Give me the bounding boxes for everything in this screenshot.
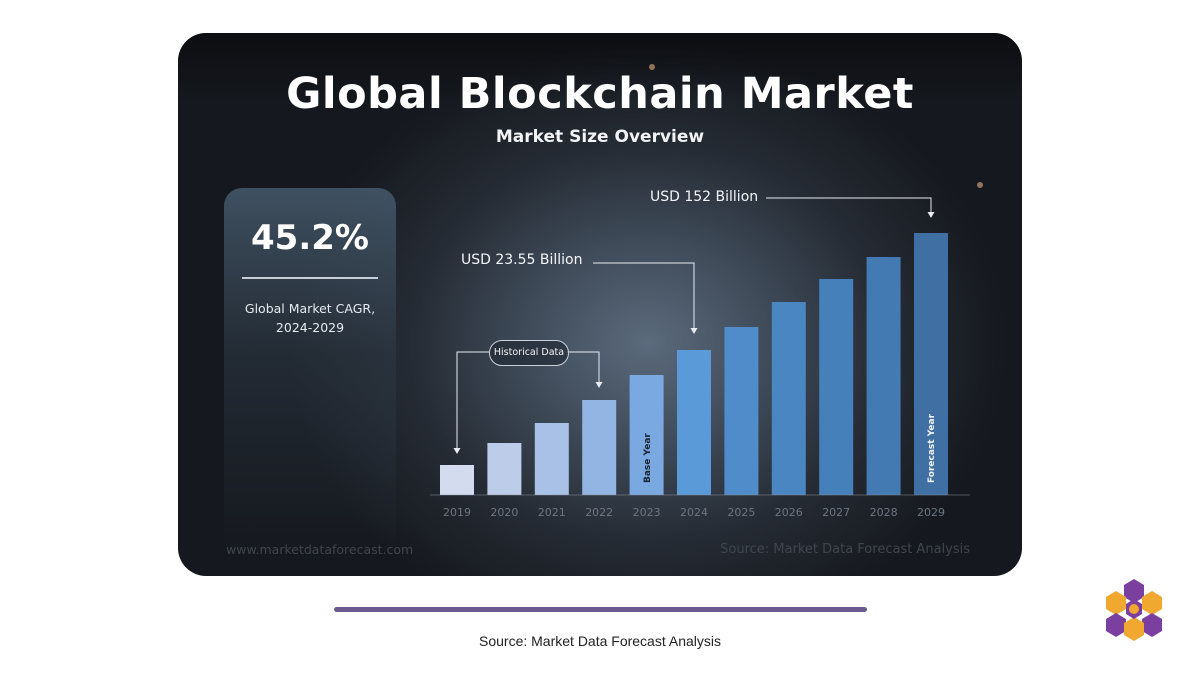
chart-title: Global Blockchain Market <box>286 69 914 119</box>
source-caption: Source: Market Data Forecast Analysis <box>479 633 721 649</box>
bar-2026 <box>771 302 806 495</box>
infographic-card: Global Blockchain Market Market Size Ove… <box>178 33 1022 576</box>
x-tick-label: 2026 <box>775 506 803 519</box>
watermark-website: www.marketdataforecast.com <box>226 542 414 557</box>
x-tick-label: 2019 <box>443 506 471 519</box>
historical-arrow-right <box>567 351 603 388</box>
bar-chart: 2019 2020 2021 2022 2023 2024 2025 2026 2027 2028… <box>430 197 970 519</box>
cagr-panel: 45.2% Global Market CAGR, 2024-2029 <box>224 188 396 558</box>
value-2029-callout: USD 152 Billion <box>650 189 759 205</box>
historical-arrow-left <box>453 351 489 454</box>
bar-2022 <box>582 400 617 495</box>
value-2029-arrow <box>766 197 935 218</box>
cagr-label: Global Market CAGR, 2024-2029 <box>234 299 386 337</box>
value-2024-arrow <box>593 262 698 334</box>
x-tick-label: 2025 <box>727 506 755 519</box>
base-year-label: Base Year <box>643 433 653 483</box>
bar-2023 <box>629 375 664 495</box>
chart-subtitle: Market Size Overview <box>495 127 705 147</box>
bar-2028 <box>866 257 901 495</box>
forecast-year-label: Forecast Year <box>927 413 937 483</box>
separator-bar <box>334 607 867 612</box>
bar-2025 <box>724 327 759 495</box>
x-tick-label: 2028 <box>870 506 898 519</box>
watermark-source: Source: Market Data Forecast Analysis <box>720 542 970 557</box>
x-tick-label: 2023 <box>633 506 661 519</box>
cagr-divider <box>242 277 378 279</box>
bar-2027 <box>819 279 854 495</box>
brand-logo-icon <box>1106 579 1162 641</box>
bar-2020 <box>487 443 522 495</box>
value-2024-callout: USD 23.55 Billion <box>461 252 583 268</box>
x-tick-label: 2022 <box>585 506 613 519</box>
bar-2024 <box>677 350 711 495</box>
bar-2019 <box>440 465 474 495</box>
x-tick-label: 2024 <box>680 506 708 519</box>
x-tick-label: 2021 <box>538 506 566 519</box>
cagr-label-line1: Global Market CAGR, <box>244 301 376 316</box>
x-tick-label: 2020 <box>490 506 518 519</box>
cagr-value: 45.2% <box>251 218 369 258</box>
historical-data-pill: Historical Data <box>489 340 569 366</box>
cagr-label-line2: 2024-2029 <box>275 320 345 335</box>
x-tick-label: 2029 <box>917 506 945 519</box>
bar-2021 <box>534 423 569 495</box>
decorative-dot <box>649 64 655 70</box>
decorative-dot <box>977 182 983 188</box>
x-tick-label: 2027 <box>822 506 850 519</box>
bar-2029 <box>914 233 948 495</box>
